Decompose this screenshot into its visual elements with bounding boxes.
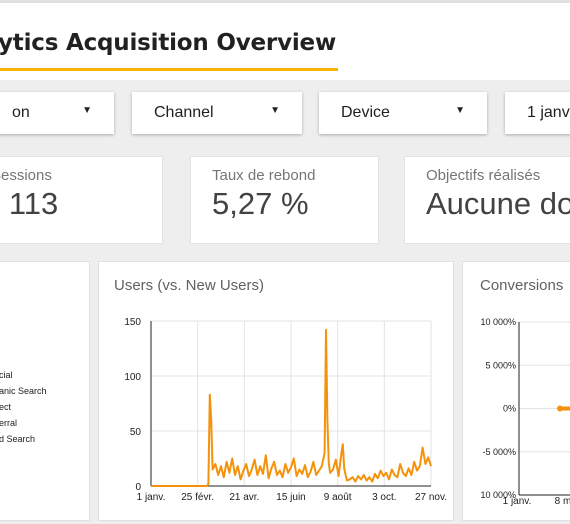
- filter-dropdown-device[interactable]: Device ▼: [319, 92, 487, 134]
- y-tick-label: 100: [124, 372, 141, 383]
- dropdown-caret-icon: ▼: [270, 105, 280, 116]
- x-tick-label: 3 oct.: [372, 492, 396, 503]
- users-chart-panel: Users (vs. New Users) 0 50 100 150 1 janv. 25…: [98, 261, 454, 521]
- kpi-value: 5,27 %: [212, 186, 309, 221]
- kpi-label: Objectifs réalisés: [426, 167, 541, 184]
- chart-title: Users (vs. New Users): [114, 277, 265, 294]
- users-series-line: [151, 328, 432, 487]
- conversions-line-chart: 10 000%5 000%0%-5 000%10 000%1 janv. 8 m: [480, 317, 570, 507]
- top-border: [0, 0, 570, 3]
- y-tick-label: 150: [124, 317, 141, 328]
- y-tick-label: 10 000%: [480, 317, 516, 327]
- kpi-label: Taux de rebond: [212, 167, 316, 184]
- header-bar: ytics Acquisition Overview: [0, 3, 570, 80]
- y-tick-label: 0: [135, 482, 141, 493]
- filter-label: 1 janv: [527, 104, 570, 121]
- kpi-label: Sessions: [0, 167, 52, 184]
- legend-item: erral: [0, 418, 18, 428]
- x-tick-label: 25 févr.: [181, 492, 214, 503]
- y-tick-label: 10 000%: [480, 490, 516, 500]
- legend-item: anic Search: [0, 386, 47, 396]
- y-tick-label: 5 000%: [485, 360, 516, 370]
- y-tick-label: -5 000%: [482, 447, 516, 457]
- kpi-value: 3 113: [0, 186, 59, 221]
- chart-title: Conversions: [480, 277, 564, 294]
- legend-item: d Search: [0, 434, 36, 444]
- y-tick-label: 0%: [503, 404, 516, 414]
- filter-dropdown-channel[interactable]: Channel ▼: [132, 92, 302, 134]
- kpi-value: Aucune do: [426, 186, 570, 221]
- x-tick-label: 15 juin: [276, 492, 305, 503]
- x-tick-label: 21 avr.: [229, 492, 259, 503]
- y-tick-label: 50: [130, 427, 142, 438]
- dropdown-caret-icon: ▼: [82, 105, 92, 116]
- kpi-sessions: Sessions 3 113: [0, 156, 163, 244]
- conversions-point: [557, 405, 563, 412]
- kpi-goal-completions: Objectifs réalisés Aucune do: [404, 156, 570, 244]
- x-tick-label: 1 janv.: [137, 492, 166, 503]
- filter-date-picker[interactable]: 1 janv: [505, 92, 570, 134]
- x-tick-label: 27 nov.: [415, 492, 447, 503]
- kpi-bounce-rate: Taux de rebond 5,27 %: [190, 156, 379, 244]
- conversions-chart-panel: Conversions 10 000% 5 000% 0% -5 000% 10 000…: [462, 261, 570, 521]
- filter-label: Device: [341, 104, 390, 121]
- x-tick-label: 9 août: [324, 492, 352, 503]
- page-title: ytics Acquisition Overview: [0, 30, 337, 56]
- filter-label: Channel: [154, 104, 214, 121]
- x-tick-label: 1 janv.: [503, 496, 532, 507]
- legend-item: ect: [0, 402, 12, 412]
- title-underline: [0, 68, 338, 71]
- dropdown-caret-icon: ▼: [455, 105, 465, 116]
- legend-item: cial: [0, 370, 13, 380]
- x-tick-label: 8 m: [555, 496, 570, 507]
- channel-pie-panel: cial anic Search ect erral d Search: [0, 261, 90, 521]
- filter-label: on: [12, 104, 30, 121]
- filter-dropdown-date-range[interactable]: on ▼: [0, 92, 114, 134]
- users-line-chart: 0 50 100 150 1 janv. 25 févr. 21 avr. 15 juin 9 …: [124, 317, 447, 503]
